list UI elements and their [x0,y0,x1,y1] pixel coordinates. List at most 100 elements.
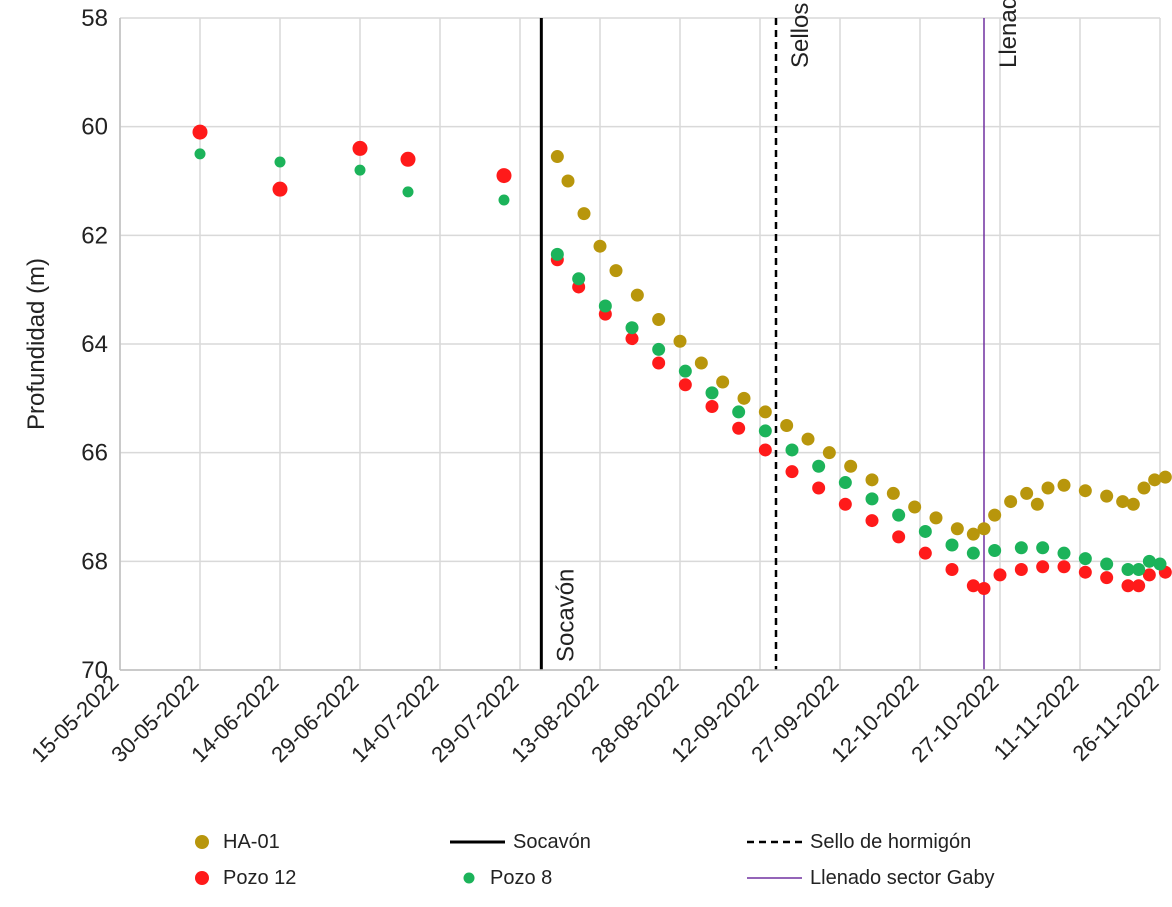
legend-label: Pozo 12 [223,867,296,889]
data-point [908,500,922,514]
data-point [737,391,751,405]
data-point [892,508,906,522]
data-point [577,207,591,221]
data-point [274,156,286,168]
data-point [705,399,719,413]
data-point [758,443,772,457]
data-point [1116,495,1130,509]
y-tick-label: 68 [81,548,108,575]
data-point [1036,560,1050,574]
data-point [988,543,1002,557]
data-point [1004,495,1018,509]
data-point [918,524,932,538]
data-point [673,334,687,348]
data-point [865,514,879,528]
data-point [1036,541,1050,555]
data-point [822,446,836,460]
event-line-label: Socavón [552,569,579,662]
data-point [625,321,639,335]
data-point [609,264,623,278]
data-point [918,546,932,560]
data-point [1100,557,1114,571]
data-point [1030,497,1044,511]
data-point [402,186,414,198]
data-point [886,486,900,500]
legend-marker [463,872,475,884]
data-point [1057,560,1071,574]
data-point [1142,568,1156,582]
y-tick-label: 62 [81,222,108,249]
data-point [785,443,799,457]
data-point [705,386,719,400]
data-point [950,522,964,536]
data-point [1014,562,1028,576]
data-point [865,492,879,506]
data-point [1014,541,1028,555]
data-point [988,508,1002,522]
data-point [550,247,564,261]
data-point [352,140,368,156]
data-point [758,405,772,419]
data-point [945,562,959,576]
data-point [652,342,666,356]
legend-marker [195,835,209,849]
data-point [977,522,991,536]
data-point [1041,481,1055,495]
data-point [812,481,826,495]
data-point [678,364,692,378]
data-point [966,579,980,593]
data-point [892,530,906,544]
data-point [192,124,208,140]
data-point [758,424,772,438]
data-point [1121,579,1135,593]
data-point [865,473,879,487]
data-point [1153,557,1167,571]
data-point [1020,486,1034,500]
data-point [785,465,799,479]
event-lines: Socavón Sellos Llenado Caserones [539,0,1022,670]
legend-label: Llenado sector Gaby [810,867,995,889]
grid-layer [119,17,1161,671]
data-point [966,546,980,560]
data-points [192,124,1172,595]
legend-label: Pozo 8 [490,867,552,889]
data-point [929,511,943,525]
data-point [966,527,980,541]
data-point [1078,565,1092,579]
data-point [272,181,288,197]
data-point [400,151,416,167]
data-point [625,332,639,346]
data-point [1078,484,1092,498]
legend-label: Socavón [513,831,591,853]
data-point [838,497,852,511]
data-point [550,150,564,164]
data-point [598,299,612,313]
data-point [1132,562,1146,576]
data-point [652,313,666,327]
y-tick-label: 70 [81,657,108,684]
data-point [561,174,575,188]
data-point [1132,579,1146,593]
data-point [572,272,586,286]
data-point [812,459,826,473]
event-line-label: Llenado Caserones [995,0,1022,68]
data-point [1078,552,1092,566]
data-point [801,432,815,446]
x-tick-label: 27-10-2022 [906,670,1003,767]
y-axis-label: Profundidad (m) [23,258,50,430]
data-point [945,538,959,552]
data-point [993,568,1007,582]
y-tick-label: 58 [81,5,108,32]
data-point [1137,481,1151,495]
data-point [678,378,692,392]
data-point [838,476,852,490]
y-tick-label: 64 [81,331,108,358]
data-point [1057,546,1071,560]
data-point [694,356,708,370]
data-point [1142,554,1156,568]
data-point [1126,497,1140,511]
data-point [1121,562,1135,576]
data-point [844,459,858,473]
